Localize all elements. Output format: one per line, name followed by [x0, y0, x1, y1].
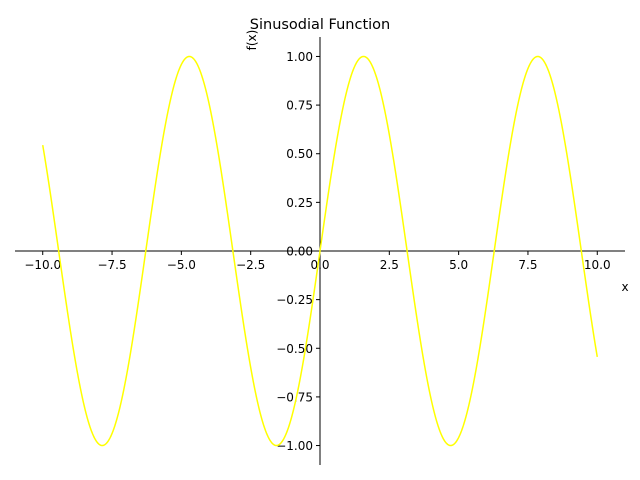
y-tick-label: −0.25: [276, 293, 313, 307]
y-tick-label: −0.75: [276, 390, 313, 404]
y-tick-label: 0.50: [286, 147, 313, 161]
y-tick-label: 0.25: [286, 196, 313, 210]
y-tick-label: 0.00: [286, 245, 313, 259]
ticks: −10.0 −7.5 −5.0 −2.5 0.0 2.5 5.0 7.5 10.0 1.00 0.7…: [24, 50, 610, 453]
y-axis-label: f(x): [245, 30, 259, 51]
series-line-sin: [41, 55, 599, 447]
x-tick-label: −7.5: [97, 258, 126, 272]
x-axis-label: x: [621, 280, 628, 294]
y-tick-label: 0.75: [286, 99, 313, 113]
x-tick-label: −5.0: [167, 258, 196, 272]
series-layer: [41, 55, 599, 447]
x-tick-label: −2.5: [236, 258, 265, 272]
x-tick-label: 10.0: [584, 258, 611, 272]
y-tick-label: −1.00: [276, 439, 313, 453]
x-tick-label: 5.0: [449, 258, 468, 272]
x-tick-label: −10.0: [24, 258, 61, 272]
x-tick-label: 7.5: [518, 258, 537, 272]
x-tick-label: 2.5: [380, 258, 399, 272]
x-tick-label: 0.0: [310, 258, 329, 272]
chart-title: Sinusodial Function: [250, 17, 390, 33]
y-tick-label: 1.00: [286, 50, 313, 64]
y-tick-label: −0.50: [276, 342, 313, 356]
